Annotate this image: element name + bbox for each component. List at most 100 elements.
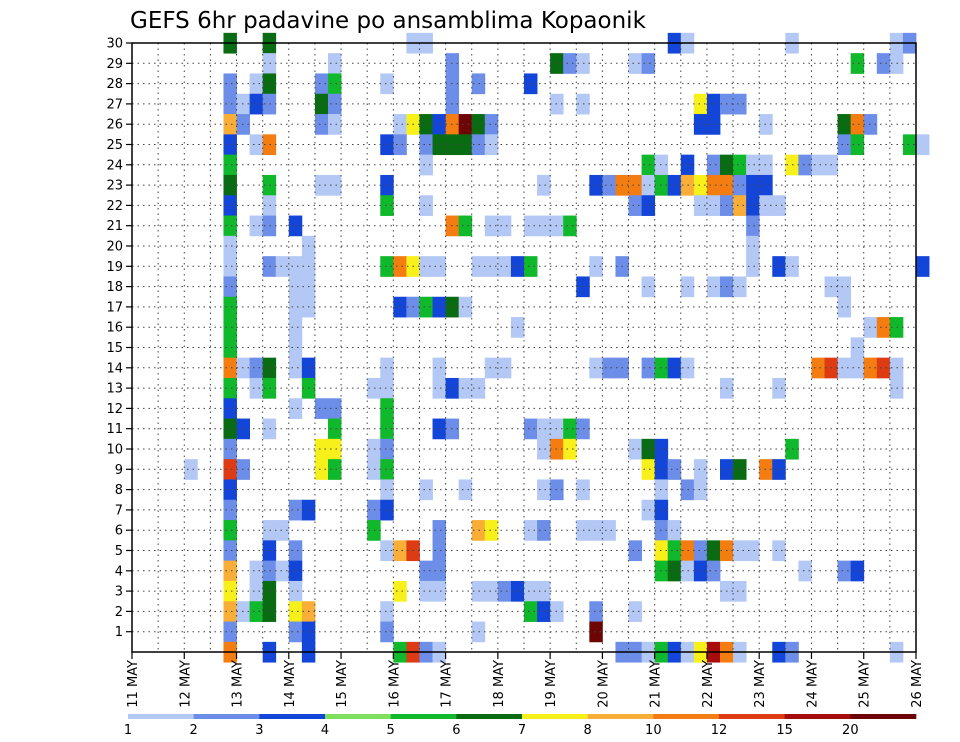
- colorbar-label: 20: [842, 723, 859, 738]
- heatmap-cell: [837, 114, 852, 135]
- heatmap-cell: [837, 357, 852, 379]
- colorbar: 1 2 3 4 5 6 7 8 10 12 15 20: [124, 714, 917, 738]
- heatmap-cell: [223, 114, 237, 135]
- heatmap-cell: [772, 256, 786, 277]
- heatmap-cell: [772, 377, 786, 399]
- heatmap-cell: [380, 499, 394, 521]
- heatmap-cell: [667, 560, 682, 582]
- heatmap-cell: [537, 601, 551, 622]
- colorbar-label: 1: [124, 723, 132, 738]
- heatmap-cell: [223, 134, 237, 156]
- colorbar-swatch: [128, 714, 194, 719]
- heatmap-cell: [314, 174, 329, 196]
- heatmap-cell: [524, 520, 538, 541]
- y-tick-label: 9: [115, 463, 123, 478]
- colorbar-swatch: [522, 714, 588, 719]
- heatmap-cell: [589, 357, 603, 379]
- heatmap-cell: [850, 337, 865, 359]
- heatmap-cell: [837, 276, 852, 298]
- y-tick-label: 14: [106, 361, 123, 376]
- heatmap-cell: [589, 256, 603, 277]
- heatmap-cell: [275, 520, 290, 541]
- x-tick-label: 12 MAY: [178, 660, 193, 708]
- colorbar-label: 12: [711, 723, 728, 738]
- heatmap-cell: [641, 459, 656, 480]
- heatmap-cell: [223, 621, 237, 643]
- heatmap-cell: [537, 438, 551, 460]
- heatmap-cell: [432, 134, 446, 156]
- heatmap-cell: [393, 256, 407, 277]
- heatmap-cell: [328, 114, 342, 135]
- heatmap-cell: [314, 73, 329, 95]
- heatmap-cell: [223, 296, 237, 318]
- heatmap-cell: [380, 195, 394, 216]
- heatmap-cell: [419, 479, 433, 501]
- heatmap-cell: [328, 438, 342, 460]
- heatmap-cell: [458, 479, 473, 501]
- heatmap-cell: [288, 296, 303, 318]
- heatmap-cell: [876, 53, 891, 74]
- heatmap-cell: [458, 134, 473, 156]
- heatmap-cell: [837, 134, 852, 156]
- heatmap-cell: [667, 459, 682, 480]
- heatmap-cell: [419, 195, 433, 216]
- heatmap-cell: [746, 235, 760, 257]
- heatmap-cell: [419, 154, 433, 176]
- heatmap-cell: [223, 215, 237, 237]
- dotted-grid: [132, 43, 916, 652]
- heatmap-cell: [876, 317, 891, 338]
- colorbar-swatch: [259, 714, 326, 719]
- y-tick-label: 21: [106, 219, 123, 234]
- heatmap-cell: [733, 580, 747, 602]
- heatmap-cell: [380, 73, 394, 95]
- heatmap-cell: [484, 357, 499, 379]
- heatmap-cell: [628, 438, 642, 460]
- heatmap-cell: [249, 73, 264, 95]
- heatmap-cell: [380, 377, 394, 399]
- heatmap-cell: [288, 276, 303, 298]
- heatmap-cell: [288, 499, 303, 521]
- heatmap-cell: [419, 560, 433, 582]
- heatmap-cell: [706, 195, 721, 216]
- heatmap-cell: [249, 601, 264, 622]
- heatmap-cell: [367, 459, 381, 480]
- heatmap-cell: [628, 53, 642, 74]
- y-tick-label: 19: [106, 260, 123, 275]
- heatmap-cell: [223, 73, 237, 95]
- heatmap-cell: [667, 174, 682, 196]
- heatmap-cell: [380, 479, 394, 501]
- x-tick-label: 22 MAY: [701, 660, 716, 708]
- heatmap-cell: [288, 337, 303, 359]
- heatmap-cell: [471, 256, 486, 277]
- heatmap-cell: [837, 560, 852, 582]
- heatmap-cell: [288, 215, 303, 237]
- heatmap-cell: [249, 357, 264, 379]
- y-tick-label: 24: [106, 158, 123, 173]
- heatmap-cell: [693, 174, 708, 196]
- heatmap-cell: [563, 215, 577, 237]
- heatmap-cell: [367, 520, 381, 541]
- heatmap-cell: [733, 195, 747, 216]
- heatmap-cell: [223, 601, 237, 622]
- heatmap-cell: [667, 520, 682, 541]
- heatmap-cell: [497, 215, 512, 237]
- heatmap-cell: [380, 256, 394, 277]
- heatmap-cell: [328, 459, 342, 480]
- heatmap-cell: [798, 560, 812, 582]
- heatmap-cell: [223, 276, 237, 298]
- heatmap-cell: [288, 540, 303, 562]
- y-tick-label: 2: [115, 605, 123, 620]
- heatmap-cell: [471, 377, 486, 399]
- heatmap-cell: [563, 438, 577, 460]
- y-tick-label: 23: [106, 179, 123, 194]
- heatmap-cell: [471, 580, 486, 602]
- heatmap-cell: [288, 398, 303, 419]
- x-tick-label: 13 MAY: [231, 660, 246, 708]
- y-tick-label: 16: [106, 321, 123, 336]
- y-tick-label: 13: [106, 382, 123, 397]
- heatmap-cell: [288, 621, 303, 643]
- heatmap-cell: [262, 357, 277, 379]
- heatmap-cell: [393, 540, 407, 562]
- heatmap-cell: [314, 459, 329, 480]
- heatmap-cell: [772, 540, 786, 562]
